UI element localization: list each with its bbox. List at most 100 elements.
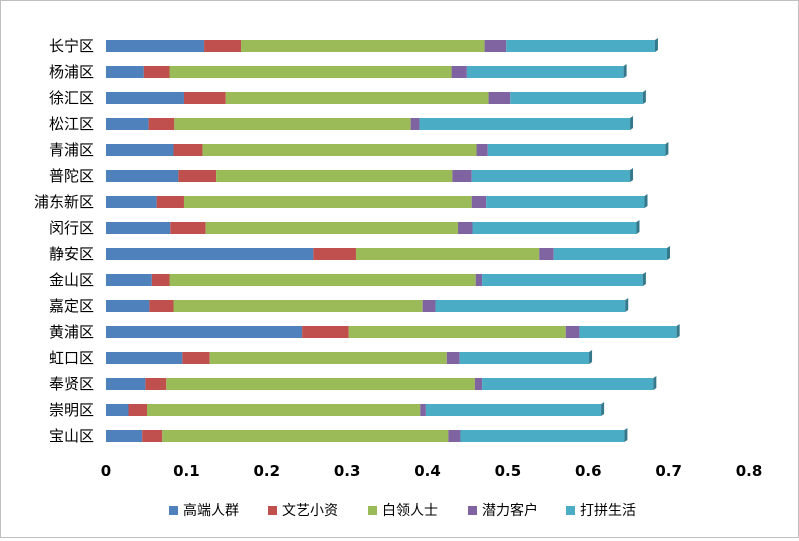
legend: 高端人群 文艺小资 白领人士 潜力客户 打拼生活 bbox=[169, 502, 636, 519]
bar-3-row-3 bbox=[225, 92, 489, 104]
x-tick-label: 0.2 bbox=[253, 462, 280, 480]
bar-4-row-2 bbox=[451, 66, 467, 78]
bar-end-row-12 bbox=[676, 324, 680, 338]
bar-2-row-10 bbox=[151, 274, 170, 286]
bar-2-row-15 bbox=[128, 404, 147, 416]
bar-3-row-7 bbox=[183, 196, 472, 208]
bar-3-row-14 bbox=[166, 378, 475, 390]
legend-label: 高端人群 bbox=[183, 502, 239, 519]
bar-2-row-13 bbox=[182, 352, 210, 364]
bar-3-row-4 bbox=[174, 118, 411, 130]
bar-1-row-3 bbox=[106, 92, 184, 104]
bar-1-row-15 bbox=[106, 404, 129, 416]
bar-5-row-10 bbox=[482, 274, 643, 286]
bar-3-row-5 bbox=[202, 144, 477, 156]
bar-3-row-10 bbox=[169, 274, 476, 286]
bar-1-row-6 bbox=[106, 170, 179, 182]
x-tick-label: 0.4 bbox=[414, 462, 441, 480]
bar-top-row-8 bbox=[106, 220, 640, 222]
bar-end-row-3 bbox=[642, 90, 646, 104]
category-label: 普陀区 bbox=[49, 167, 94, 185]
bar-2-row-5 bbox=[173, 144, 203, 156]
bar-top-row-6 bbox=[106, 168, 634, 170]
category-label: 松江区 bbox=[49, 115, 94, 133]
category-label: 虹口区 bbox=[49, 349, 94, 367]
category-label: 浦东新区 bbox=[34, 193, 94, 211]
legend-label: 文艺小资 bbox=[282, 503, 338, 519]
bar-4-row-1 bbox=[484, 40, 507, 52]
category-label: 青浦区 bbox=[49, 141, 94, 159]
bar-end-row-15 bbox=[601, 402, 605, 416]
bar-top-row-3 bbox=[106, 90, 646, 92]
bar-2-row-12 bbox=[302, 326, 349, 338]
bar-1-row-11 bbox=[106, 300, 150, 312]
bar-4-row-12 bbox=[565, 326, 580, 338]
bar-end-row-6 bbox=[630, 168, 634, 182]
bar-3-row-8 bbox=[205, 222, 459, 234]
bar-5-row-16 bbox=[460, 430, 625, 442]
category-label: 奉贤区 bbox=[49, 375, 94, 393]
x-tick-label: 0.5 bbox=[495, 462, 522, 480]
bar-2-row-16 bbox=[142, 430, 163, 442]
bar-1-row-9 bbox=[106, 248, 314, 260]
category-label: 嘉定区 bbox=[49, 297, 94, 315]
bar-4-row-5 bbox=[476, 144, 488, 156]
bar-1-row-13 bbox=[106, 352, 183, 364]
bar-5-row-4 bbox=[419, 118, 631, 130]
category-label: 徐汇区 bbox=[49, 89, 94, 107]
bar-3-row-2 bbox=[169, 66, 452, 78]
bar-1-row-5 bbox=[106, 144, 174, 156]
bar-end-row-2 bbox=[623, 64, 627, 78]
category-label: 闵行区 bbox=[49, 219, 94, 237]
category-label: 杨浦区 bbox=[49, 63, 94, 81]
bar-top-row-4 bbox=[106, 116, 634, 118]
bar-top-row-16 bbox=[106, 428, 628, 430]
bar-5-row-5 bbox=[487, 144, 666, 156]
bar-3-row-9 bbox=[355, 248, 540, 260]
x-tick-label: 0.3 bbox=[334, 462, 361, 480]
bar-5-row-14 bbox=[482, 378, 654, 390]
category-label: 静安区 bbox=[49, 245, 94, 263]
legend-swatch bbox=[468, 506, 477, 515]
bar-top-row-12 bbox=[106, 324, 680, 326]
bar-1-row-4 bbox=[106, 118, 149, 130]
bar-5-row-15 bbox=[425, 404, 602, 416]
bar-5-row-6 bbox=[471, 170, 631, 182]
bar-top-row-11 bbox=[106, 298, 629, 300]
bar-4-row-6 bbox=[452, 170, 472, 182]
bar-1-row-10 bbox=[106, 274, 152, 286]
bar-2-row-14 bbox=[145, 378, 167, 390]
bar-top-row-5 bbox=[106, 142, 669, 144]
category-label: 黄浦区 bbox=[49, 323, 94, 341]
x-tick-label: 0 bbox=[101, 462, 111, 480]
bar-3-row-6 bbox=[216, 170, 453, 182]
legend-swatch bbox=[169, 506, 178, 515]
x-tick-label: 0.1 bbox=[173, 462, 200, 480]
x-tick-label: 0.7 bbox=[655, 462, 682, 480]
bar-4-row-13 bbox=[446, 352, 460, 364]
x-tick-label: 0.8 bbox=[736, 462, 763, 480]
bar-end-row-14 bbox=[653, 376, 657, 390]
bar-end-row-13 bbox=[589, 350, 593, 364]
category-label: 金山区 bbox=[49, 271, 94, 289]
bar-5-row-11 bbox=[435, 300, 626, 312]
bar-5-row-13 bbox=[459, 352, 590, 364]
bar-4-row-9 bbox=[539, 248, 554, 260]
bar-3-row-13 bbox=[209, 352, 447, 364]
bar-end-row-1 bbox=[654, 38, 658, 52]
legend-swatch bbox=[368, 506, 377, 515]
bar-end-row-8 bbox=[636, 220, 640, 234]
bar-end-row-11 bbox=[625, 298, 629, 312]
bar-4-row-3 bbox=[488, 92, 511, 104]
bar-4-row-10 bbox=[475, 274, 483, 286]
bar-top-row-7 bbox=[106, 194, 648, 196]
bar-3-row-15 bbox=[146, 404, 421, 416]
bar-4-row-8 bbox=[458, 222, 473, 234]
category-label: 长宁区 bbox=[49, 37, 94, 55]
bar-5-row-3 bbox=[510, 92, 643, 104]
bar-5-row-12 bbox=[579, 326, 677, 338]
bar-top-row-2 bbox=[106, 64, 627, 66]
bar-3-row-16 bbox=[162, 430, 449, 442]
bar-2-row-7 bbox=[156, 196, 184, 208]
